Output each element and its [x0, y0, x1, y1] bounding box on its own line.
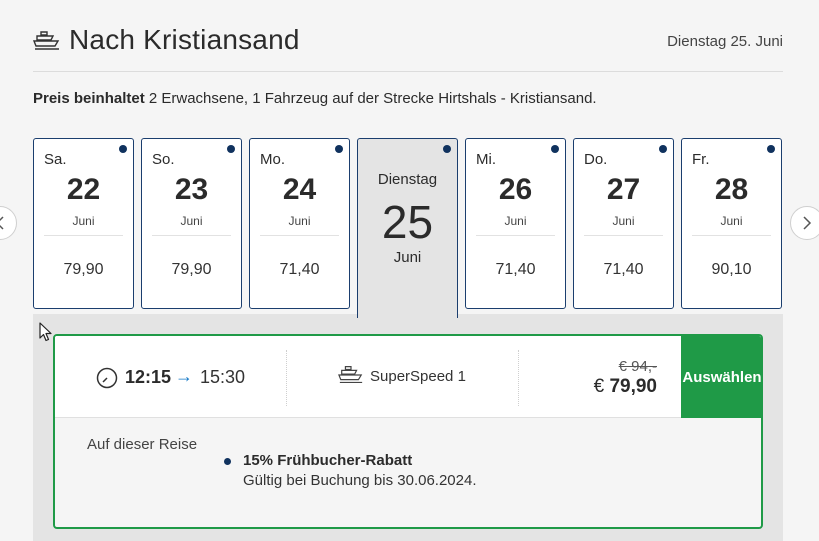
date-card-mi[interactable]: Mi. 26 Juni 71,40 [465, 138, 566, 309]
availability-dot [119, 145, 127, 153]
price-value: 79,90 [609, 376, 657, 397]
divider [518, 350, 519, 406]
divider [286, 350, 287, 406]
arrow-right-icon: → [175, 366, 193, 386]
date-card-fr[interactable]: Fr. 28 Juni 90,10 [681, 138, 782, 309]
day-number: 22 [66, 173, 101, 206]
discounted-price: € 79,90 [594, 376, 657, 398]
day-price: 71,40 [279, 261, 320, 278]
previous-dates-button[interactable] [0, 206, 17, 240]
day-number: 24 [282, 173, 317, 206]
day-price: 79,90 [63, 261, 104, 278]
chevron-right-icon [803, 216, 812, 230]
month: Juni [612, 214, 635, 228]
original-price: € 94,- [618, 358, 657, 375]
bullet-icon [224, 458, 231, 465]
availability-dot [659, 145, 667, 153]
arrival-time: 15:30 [200, 367, 246, 387]
date-card-mo[interactable]: Mo. 24 Juni 71,40 [249, 138, 350, 309]
travel-date: Dienstag 25. Juni [667, 33, 783, 50]
page-header: Nach Kristiansand Dienstag 25. Juni [33, 24, 783, 72]
page-title: Nach Kristiansand [69, 24, 300, 55]
day-number: 25 [381, 196, 434, 248]
price-includes-details: 2 Erwachsene, 1 Fahrzeug auf der Strecke… [144, 90, 597, 107]
vessel-name: SuperSpeed 1 [370, 368, 466, 385]
price-includes-text: Preis beinhaltet 2 Erwachsene, 1 Fahrzeu… [33, 90, 597, 107]
discount-title: 15% Frühbucher-Rabatt [243, 452, 413, 469]
select-button[interactable]: Auswählen [681, 336, 761, 418]
clock-icon [96, 367, 118, 389]
next-dates-button[interactable] [790, 206, 819, 240]
price-includes-label: Preis beinhaltet [33, 90, 145, 107]
date-card-sa[interactable]: Sa. 22 Juni 79,90 [33, 138, 134, 309]
divider [152, 235, 231, 236]
month: Juni [720, 214, 743, 228]
day-price: 71,40 [495, 261, 536, 278]
divider [584, 235, 663, 236]
currency-symbol: € [593, 376, 610, 397]
day-price: 90,10 [711, 261, 752, 278]
divider [44, 235, 123, 236]
departure-time: 12:15 [125, 367, 172, 387]
day-number: 23 [174, 173, 209, 206]
availability-dot [443, 145, 451, 153]
availability-dot [551, 145, 559, 153]
date-card-selected[interactable]: Dienstag 25 Juni [357, 138, 458, 318]
divider [476, 235, 555, 236]
availability-dot [227, 145, 235, 153]
month: Juni [72, 214, 95, 228]
divider [260, 235, 339, 236]
ship-icon [338, 366, 363, 384]
weekday: Sa. [44, 151, 67, 168]
day-number: 28 [714, 173, 749, 206]
month: Juni [288, 214, 311, 228]
divider [692, 235, 771, 236]
departure-option: 12:15 → 15:30 SuperSpeed 1 € 94,- € 79,9… [53, 334, 763, 529]
weekday: Dienstag [377, 171, 438, 188]
departure-summary: 12:15 → 15:30 SuperSpeed 1 € 94,- € 79,9… [55, 336, 761, 418]
mouse-pointer-icon [39, 322, 52, 342]
weekday: Do. [584, 151, 608, 168]
month: Juni [393, 249, 422, 266]
weekday: Mo. [260, 151, 286, 168]
trip-info-label: Auf dieser Reise [87, 436, 198, 453]
day-number: 26 [498, 173, 533, 206]
ship-icon [33, 31, 60, 50]
weekday: Fr. [692, 151, 710, 168]
date-card-do[interactable]: Do. 27 Juni 71,40 [573, 138, 674, 309]
availability-dot [335, 145, 343, 153]
month: Juni [504, 214, 527, 228]
day-price: 79,90 [171, 261, 212, 278]
day-price: 71,40 [603, 261, 644, 278]
month: Juni [180, 214, 203, 228]
availability-dot [767, 145, 775, 153]
weekday: So. [152, 151, 175, 168]
date-card-so[interactable]: So. 23 Juni 79,90 [141, 138, 242, 309]
weekday: Mi. [476, 151, 496, 168]
chevron-left-icon [0, 216, 4, 230]
discount-note: Gültig bei Buchung bis 30.06.2024. [243, 472, 477, 489]
day-number: 27 [606, 173, 641, 206]
